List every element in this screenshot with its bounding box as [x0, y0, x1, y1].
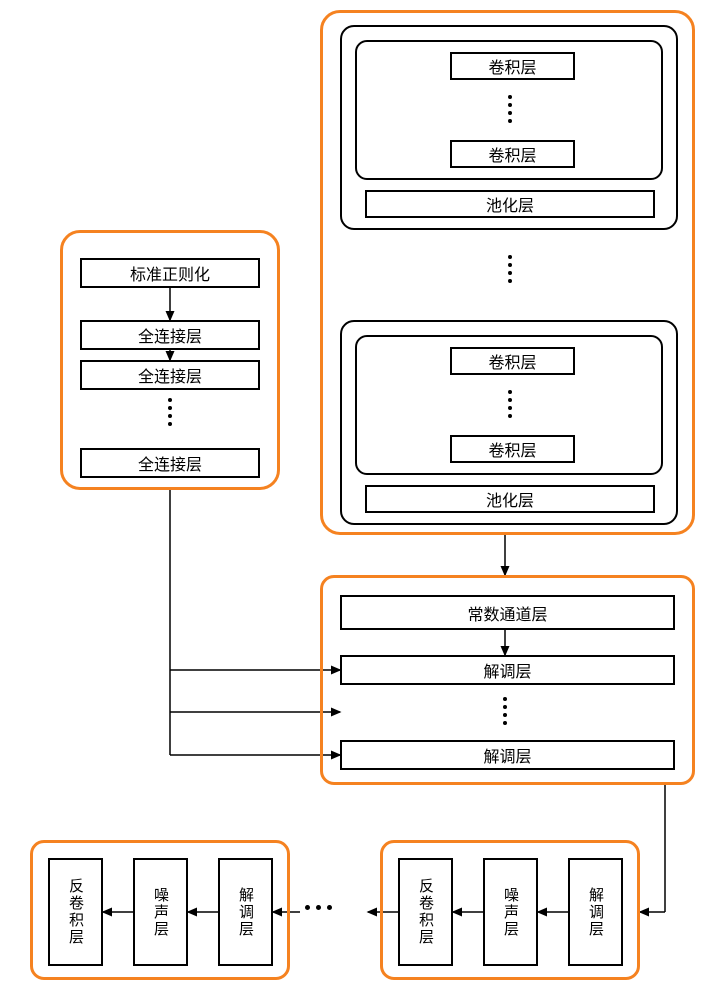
ellipsis-v: [503, 697, 507, 725]
pool-layer: 池化层: [365, 485, 655, 513]
ellipsis-h: [305, 905, 332, 910]
conv-layer: 卷积层: [450, 140, 575, 168]
ellipsis-v: [168, 398, 172, 426]
noise-layer: 噪声层: [483, 858, 538, 966]
demod-layer: 解调层: [340, 740, 675, 770]
pool-layer: 池化层: [365, 190, 655, 218]
fc-layer-1: 全连接层: [80, 320, 260, 350]
conv-layer: 卷积层: [450, 347, 575, 375]
conv-layer: 卷积层: [450, 435, 575, 463]
normalization-layer: 标准正则化: [80, 258, 260, 288]
ellipsis-v: [508, 390, 512, 418]
const-channel-layer: 常数通道层: [340, 595, 675, 630]
demod-layer: 解调层: [568, 858, 623, 966]
noise-layer: 噪声层: [133, 858, 188, 966]
demod-layer: 解调层: [340, 655, 675, 685]
ellipsis-v: [508, 95, 512, 123]
fc-layer-last: 全连接层: [80, 448, 260, 478]
ellipsis-v: [508, 255, 512, 283]
fc-layer-2: 全连接层: [80, 360, 260, 390]
conv-layer: 卷积层: [450, 52, 575, 80]
demod-layer: 解调层: [218, 858, 273, 966]
deconv-layer: 反卷积层: [48, 858, 103, 966]
deconv-layer: 反卷积层: [398, 858, 453, 966]
